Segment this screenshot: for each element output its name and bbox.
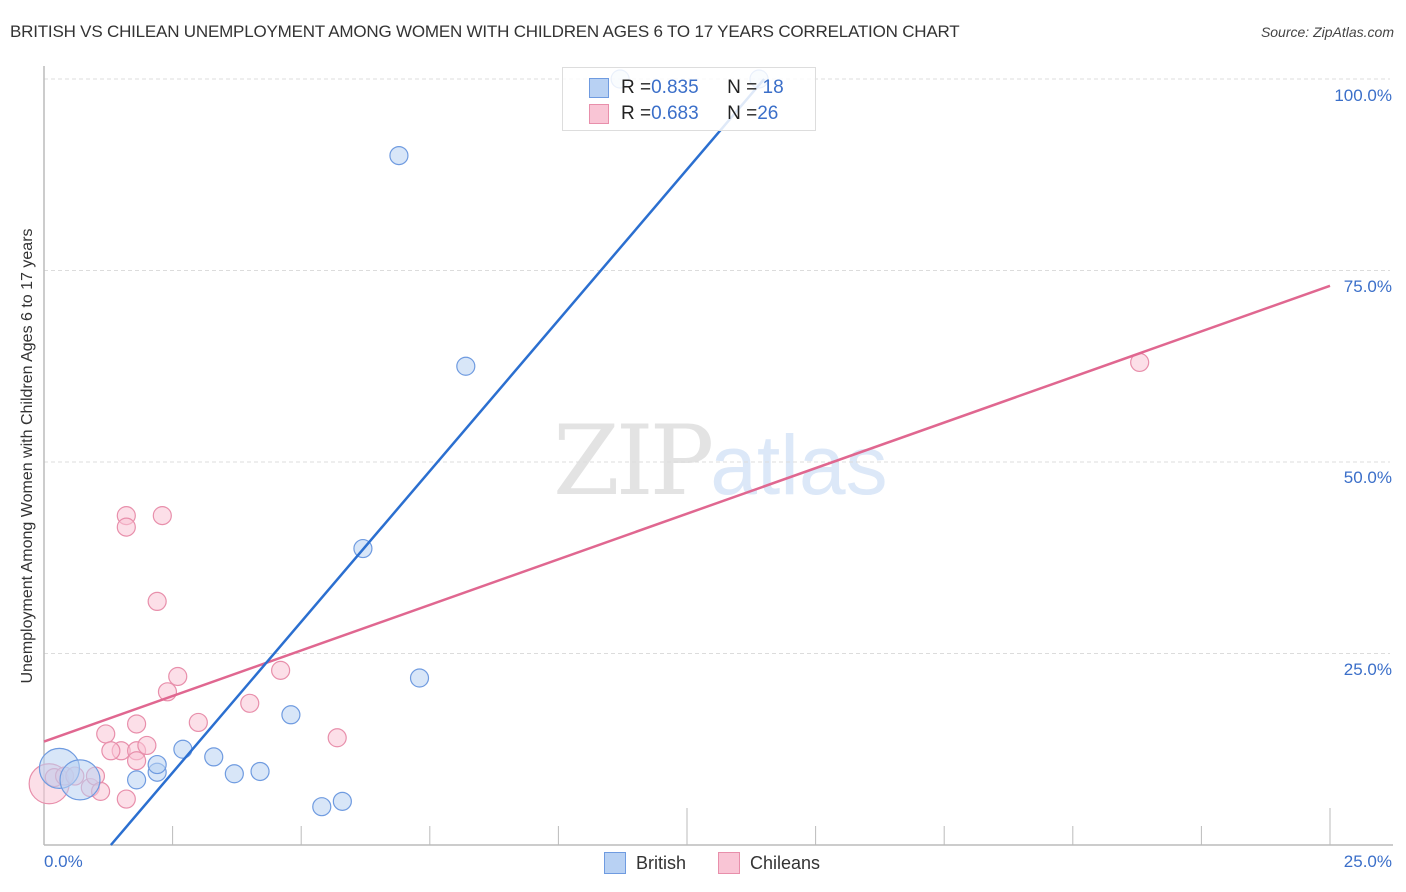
data-point — [332, 791, 352, 811]
data-point — [456, 356, 476, 376]
data-point — [59, 759, 101, 801]
y-tick-50: 50.0% — [1343, 468, 1392, 487]
legend-label-chileans: Chileans — [750, 852, 821, 873]
chileans-n-value: 26 — [757, 103, 779, 124]
chileans-r-label: R = — [621, 103, 652, 124]
y-tick-25: 25.0% — [1343, 660, 1392, 679]
data-point — [188, 712, 208, 733]
axes — [43, 66, 1393, 846]
source-label: Source: ZipAtlas.com — [1260, 24, 1394, 40]
chileans-trendline — [43, 284, 1331, 743]
data-point — [96, 724, 116, 744]
data-point — [409, 668, 430, 688]
british-r-value: 0.835 — [651, 77, 699, 98]
data-point — [204, 747, 224, 767]
data-point — [224, 764, 244, 784]
british-legend-swatch-icon — [604, 852, 626, 874]
chileans-legend-swatch-icon — [718, 852, 741, 874]
data-point — [116, 789, 136, 809]
chileans-r-value: 0.683 — [651, 103, 699, 124]
british-trendline — [109, 78, 766, 846]
british-n-value: 18 — [762, 77, 784, 98]
y-axis-label: Unemployment Among Women with Children A… — [19, 228, 36, 684]
data-point — [137, 735, 157, 756]
data-point — [240, 693, 260, 713]
y-tick-75: 75.0% — [1343, 277, 1392, 296]
gridlines — [44, 78, 1390, 654]
chileans-swatch-icon — [589, 104, 609, 124]
data-point — [327, 728, 347, 748]
data-point — [101, 741, 121, 761]
legend-label-british: British — [636, 852, 687, 873]
data-point — [116, 517, 136, 537]
british-swatch-icon — [589, 78, 609, 98]
data-point — [147, 754, 167, 775]
data-point — [126, 770, 147, 790]
chileans-n-label: N = — [727, 103, 758, 124]
legend-item-british[interactable]: British — [604, 852, 686, 874]
x-tick-min: 0.0% — [44, 852, 83, 871]
chart-title: BRITISH VS CHILEAN UNEMPLOYMENT AMONG WO… — [10, 22, 960, 41]
data-point — [389, 146, 409, 166]
british-n-label: N = — [727, 77, 758, 98]
data-point — [126, 714, 147, 734]
data-point — [281, 705, 301, 725]
trendlines — [43, 78, 1331, 846]
data-point — [271, 660, 291, 680]
british-r-label: R = — [621, 77, 652, 98]
chileans-points — [28, 352, 1150, 809]
series-legend: British Chileans — [604, 852, 852, 874]
data-point — [168, 666, 188, 687]
data-point — [173, 739, 193, 759]
stats-legend: R = 0.835 N = 18 R = 0.683 N = 26 — [562, 67, 816, 131]
data-point — [152, 506, 172, 526]
legend-row-british: R = 0.835 N = 18 — [589, 76, 784, 100]
data-point — [147, 591, 167, 612]
data-point — [250, 761, 270, 782]
data-point — [126, 751, 147, 771]
legend-row-chileans: R = 0.683 N = 26 — [589, 102, 778, 126]
x-tick-max: 25.0% — [1343, 852, 1392, 871]
data-point — [312, 797, 332, 817]
y-tick-100: 100.0% — [1334, 86, 1392, 105]
legend-item-chileans[interactable]: Chileans — [718, 852, 820, 874]
